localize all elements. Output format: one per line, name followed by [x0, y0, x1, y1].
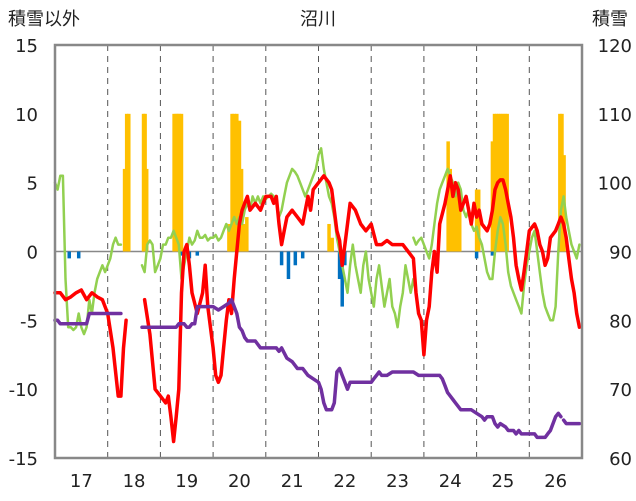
- x-tick-label: 22: [333, 471, 356, 492]
- right-tick-labels: 120 110 100 90 80 70 60: [598, 36, 632, 470]
- bar-orange: [127, 113, 131, 252]
- bar-orange: [232, 113, 236, 252]
- bar-orange: [241, 223, 246, 252]
- bar-blue: [337, 251, 342, 280]
- right-tick-label: 90: [609, 243, 632, 264]
- bar-orange: [455, 189, 460, 252]
- x-tick-label: 19: [175, 471, 198, 492]
- bar-orange: [172, 113, 176, 252]
- right-tick-label: 60: [609, 449, 632, 470]
- left-tick-label: -5: [20, 311, 38, 332]
- left-tick-label: 0: [27, 243, 38, 264]
- bar-orange: [144, 168, 149, 252]
- series-line-green: [412, 167, 581, 322]
- bar-orange: [505, 113, 509, 252]
- bar-orange: [499, 113, 503, 252]
- bar-orange: [450, 196, 455, 252]
- bar-orange: [179, 113, 184, 252]
- bar-orange: [476, 189, 481, 252]
- bar-blue: [286, 251, 291, 280]
- left-tick-label: -15: [9, 449, 38, 470]
- x-tick-label: 26: [544, 471, 567, 492]
- series-line-purple: [53, 311, 123, 326]
- bar-orange: [452, 196, 457, 252]
- left-tick-label: 5: [27, 174, 38, 195]
- left-axis-label: 積雪以外: [8, 9, 80, 30]
- bar-blue: [279, 251, 284, 266]
- bar-blue: [67, 251, 71, 259]
- x-tick-label: 24: [439, 471, 462, 492]
- bar-orange: [474, 189, 479, 252]
- bar-blue: [474, 251, 479, 259]
- left-tick-label: 10: [15, 105, 38, 126]
- series-line-purple: [140, 297, 563, 440]
- bar-orange: [492, 113, 497, 252]
- left-tick-label: 15: [15, 36, 38, 57]
- series-line-red: [142, 174, 582, 444]
- bar-blue: [300, 251, 305, 259]
- bar-blue: [490, 251, 495, 256]
- right-tick-label: 70: [609, 380, 632, 401]
- x-tick-label: 20: [228, 471, 251, 492]
- bar-blue: [195, 251, 200, 256]
- bar-orange: [230, 113, 234, 252]
- x-tick-label: 23: [386, 471, 409, 492]
- bar-orange: [446, 141, 450, 252]
- series-line-purple: [561, 418, 582, 426]
- plot-frame: [53, 43, 584, 460]
- bar-orange: [124, 113, 129, 252]
- x-tick-label: 18: [123, 471, 146, 492]
- right-tick-label: 120: [598, 36, 632, 57]
- chart-title: 沼川: [300, 9, 336, 30]
- right-axis-label: 積雪: [592, 9, 628, 30]
- bar-orange: [245, 217, 249, 252]
- x-tick-label: 25: [491, 471, 514, 492]
- right-tick-label: 80: [609, 311, 632, 332]
- x-tick-labels: 17 18 19 20 21 22 23 24 25 26: [70, 471, 567, 492]
- right-tick-label: 110: [598, 105, 632, 126]
- bar-orange: [235, 113, 239, 252]
- bar-orange: [558, 113, 562, 252]
- bar-orange: [227, 223, 231, 252]
- bar-orange: [177, 113, 182, 252]
- bar-orange: [237, 120, 242, 252]
- bar-orange: [560, 113, 564, 252]
- bar-blue: [179, 251, 184, 256]
- right-tick-label: 100: [598, 174, 632, 195]
- bar-orange: [448, 168, 452, 252]
- bar-orange: [330, 237, 334, 252]
- bar-orange: [122, 168, 127, 252]
- bar-orange: [327, 223, 331, 252]
- bar-blue: [340, 251, 344, 307]
- x-tick-label: 21: [281, 471, 304, 492]
- x-tick-label: 17: [70, 471, 93, 492]
- left-tick-label: -10: [9, 380, 38, 401]
- series-line-red: [53, 288, 128, 398]
- left-tick-labels: 15 10 5 0 -5 -10 -15: [9, 36, 38, 470]
- lines-layer: [53, 147, 582, 444]
- bar-blue: [76, 251, 81, 259]
- bar-orange: [457, 196, 462, 252]
- series-line-green: [53, 174, 123, 336]
- bar-blue: [293, 251, 298, 266]
